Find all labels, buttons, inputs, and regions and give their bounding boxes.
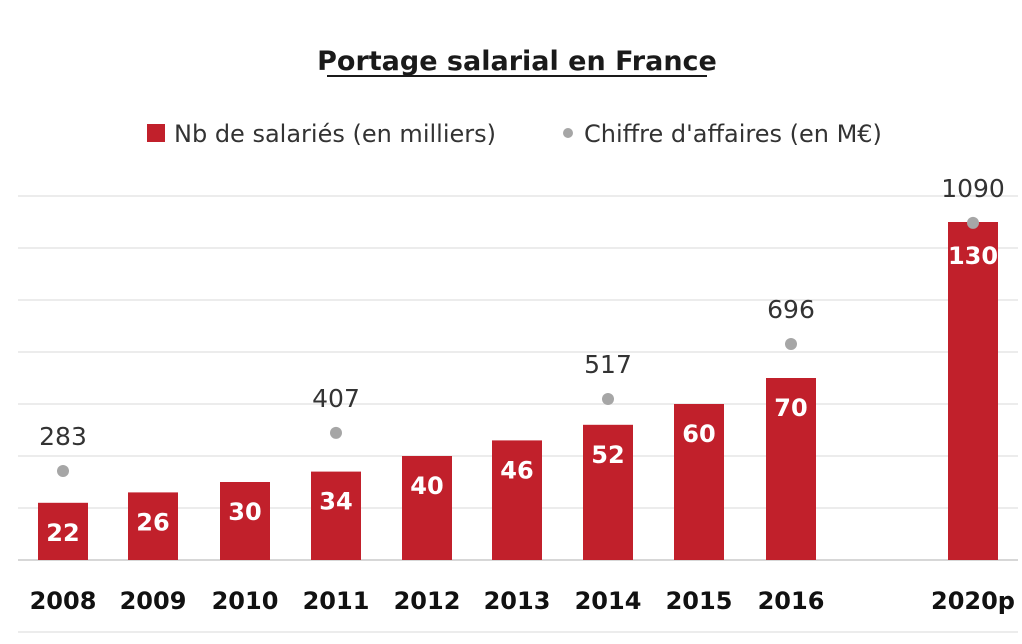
bar-2009	[128, 492, 178, 560]
point-2014	[602, 393, 614, 406]
legend-label-employees: Nb de salariés (en milliers)	[174, 120, 496, 148]
point-label-2016: 696	[767, 295, 815, 324]
point-label-2020p: 1090	[941, 174, 1005, 203]
bar-label-2016: 70	[774, 394, 807, 422]
legend: Nb de salariés (en milliers) Chiffre d'a…	[147, 120, 882, 148]
gridlines	[18, 195, 1018, 633]
x-axis-ticks: 2008 2009 2010 2011 2012 2013 2014 2015 2016 2020…	[30, 587, 1015, 615]
chart-title: Portage salarial en France	[317, 46, 717, 77]
bar-label-2010: 30	[228, 498, 261, 526]
x-tick-2008: 2008	[30, 587, 97, 615]
x-tick-2013: 2013	[484, 587, 551, 615]
points: 283 407 517 696 1090	[39, 174, 1005, 477]
bar-2013	[492, 440, 542, 560]
x-tick-2010: 2010	[212, 587, 279, 615]
point-2020p	[967, 216, 979, 229]
x-tick-2015: 2015	[666, 587, 733, 615]
point-2008	[57, 464, 69, 477]
point-2011	[330, 426, 342, 439]
bar-2014	[583, 424, 633, 560]
x-tick-2014: 2014	[575, 587, 642, 615]
bar-2015	[674, 404, 724, 560]
x-tick-2009: 2009	[120, 587, 187, 615]
x-tick-2011: 2011	[303, 587, 370, 615]
bars: 22 26 30 34 40 46 52 60 70 130	[38, 222, 998, 560]
legend-bar-swatch	[147, 124, 165, 142]
bar-label-2020p: 130	[948, 242, 998, 270]
bar-label-2011: 34	[319, 488, 352, 516]
bar-2008	[38, 502, 88, 560]
point-label-2008: 283	[39, 422, 87, 451]
x-tick-2012: 2012	[394, 587, 461, 615]
legend-label-revenue: Chiffre d'affaires (en M€)	[584, 120, 882, 148]
legend-point-swatch	[563, 128, 573, 138]
bar-label-2009: 26	[136, 508, 169, 536]
bar-label-2014: 52	[591, 441, 624, 469]
point-2016	[785, 337, 797, 350]
point-label-2014: 517	[584, 350, 632, 379]
point-label-2011: 407	[312, 384, 360, 413]
bar-2012	[402, 456, 452, 560]
x-tick-2016: 2016	[758, 587, 825, 615]
bar-label-2013: 46	[500, 456, 533, 484]
bar-label-2008: 22	[46, 519, 79, 547]
bar-2010	[220, 482, 270, 560]
x-tick-2020p: 2020p	[931, 587, 1015, 615]
bar-2011	[311, 471, 361, 560]
bar-2020p	[948, 222, 998, 560]
bar-label-2012: 40	[410, 472, 443, 500]
bar-label-2015: 60	[682, 420, 715, 448]
bar-2016	[766, 378, 816, 560]
